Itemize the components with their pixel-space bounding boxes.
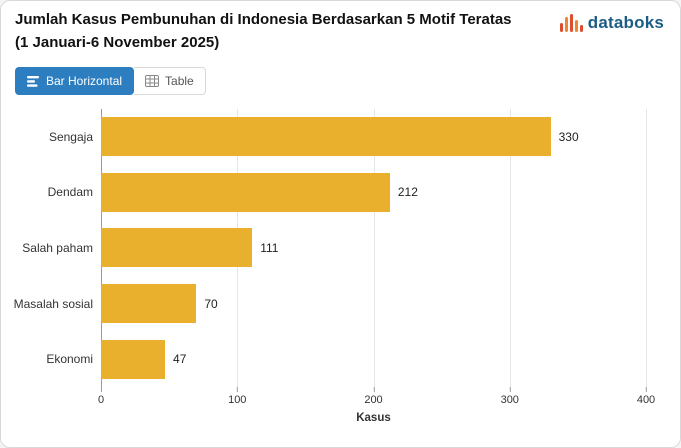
bar-row: 111: [101, 228, 646, 268]
bar-row: 70: [101, 284, 646, 324]
bar-value-label: 212: [397, 185, 418, 200]
table-button-label: Table: [165, 74, 194, 88]
table-button[interactable]: Table: [134, 67, 206, 95]
plot-area: 330 212 111 70 47: [101, 109, 647, 387]
x-tick: 300: [501, 387, 519, 406]
page-title: Jumlah Kasus Pembunuhan di Indonesia Ber…: [15, 11, 512, 51]
bar[interactable]: [101, 284, 197, 324]
bar[interactable]: [101, 172, 390, 212]
bar-horizontal-label: Bar Horizontal: [46, 74, 123, 88]
gridline: [646, 109, 647, 387]
bar-horizontal-button[interactable]: Bar Horizontal: [15, 67, 135, 95]
bar[interactable]: [101, 339, 166, 379]
bar-value-label: 70: [204, 296, 218, 311]
bar[interactable]: [101, 228, 253, 268]
x-tick: 0: [98, 387, 104, 406]
bar-value-label: 111: [260, 240, 279, 255]
table-icon: [145, 75, 160, 87]
x-tick: 100: [228, 387, 246, 406]
x-axis-title: Kasus: [356, 412, 391, 424]
databoks-logo-icon: [559, 14, 583, 32]
databoks-logo: databoks: [559, 13, 664, 33]
gridline: [509, 109, 511, 387]
bar-value-label: 47: [173, 352, 187, 367]
category-label: Salah paham: [22, 240, 93, 255]
bar-row: 212: [101, 172, 646, 212]
bar[interactable]: [101, 117, 551, 157]
category-label: Masalah sosial: [13, 296, 93, 311]
bar-horizontal-icon: [27, 75, 39, 87]
category-label: Ekonomi: [46, 352, 93, 367]
x-tick: 200: [364, 387, 383, 406]
bar-row: 47: [101, 339, 646, 379]
category-label: Sengaja: [48, 129, 93, 144]
category-label: Dendam: [47, 185, 93, 200]
gridline: [373, 109, 375, 387]
bar-value-label: 330: [558, 129, 579, 144]
bars-layer: 330 212 111 70 47: [101, 109, 646, 387]
x-axis-ticks: 0 100 200 300 400: [98, 387, 655, 407]
bar-row: 330: [101, 117, 646, 157]
chart-view-toggle: Bar Horizontal Table: [15, 67, 206, 95]
databoks-logo-text: databoks: [587, 13, 664, 32]
category-labels: Sengaja Dendam Salah paham Masalah sosial Ek…: [1, 109, 93, 387]
x-tick: 400: [637, 387, 655, 406]
